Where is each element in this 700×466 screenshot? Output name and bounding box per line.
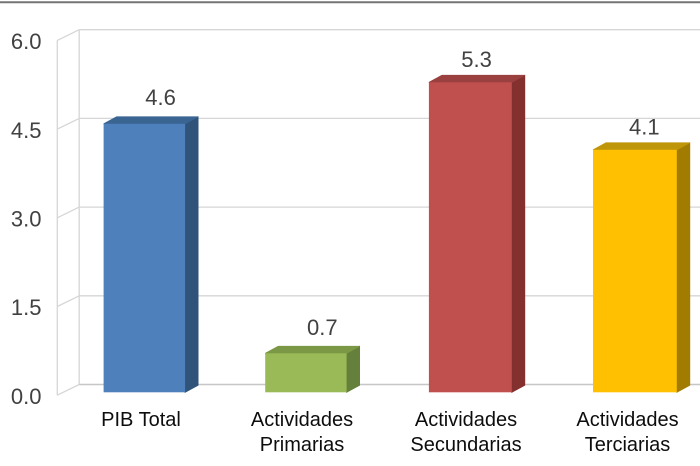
svg-text:4.6: 4.6 xyxy=(145,85,176,110)
svg-text:3.0: 3.0 xyxy=(11,207,42,232)
svg-text:5.3: 5.3 xyxy=(461,47,492,72)
svg-text:0.0: 0.0 xyxy=(11,384,42,409)
svg-text:0.7: 0.7 xyxy=(307,315,338,340)
svg-text:6.0: 6.0 xyxy=(11,29,42,54)
svg-text:Actividades: Actividades xyxy=(576,409,678,431)
svg-text:Terciarias: Terciarias xyxy=(585,434,671,456)
svg-text:Primarias: Primarias xyxy=(260,434,344,456)
svg-text:Actividades: Actividades xyxy=(251,409,353,431)
svg-text:PIB Total: PIB Total xyxy=(101,409,181,431)
svg-text:Actividades: Actividades xyxy=(415,409,517,431)
svg-text:Secundarias: Secundarias xyxy=(410,434,521,456)
svg-text:1.5: 1.5 xyxy=(11,295,42,320)
svg-text:4.1: 4.1 xyxy=(629,114,660,139)
svg-text:4.5: 4.5 xyxy=(11,118,42,143)
